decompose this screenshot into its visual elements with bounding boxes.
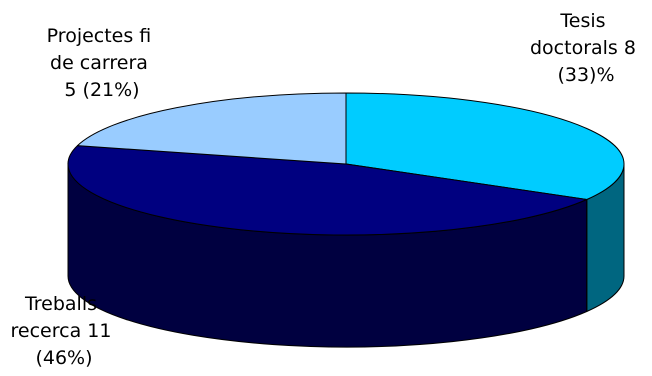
pie-slice-treballs xyxy=(67,145,588,236)
slice-label-tesis: Tesis doctorals 8 (33)% xyxy=(530,10,642,86)
slice-label-treballs: Treballs recerca 11 (46%) xyxy=(11,293,118,369)
pie-slice-projectes xyxy=(76,92,347,165)
pie-tops xyxy=(67,92,625,236)
pie-slice-tesis xyxy=(345,92,625,200)
slice-label-projectes: Projectes fi de carrera 5 (21%) xyxy=(47,25,158,101)
pie-edges xyxy=(67,164,625,312)
